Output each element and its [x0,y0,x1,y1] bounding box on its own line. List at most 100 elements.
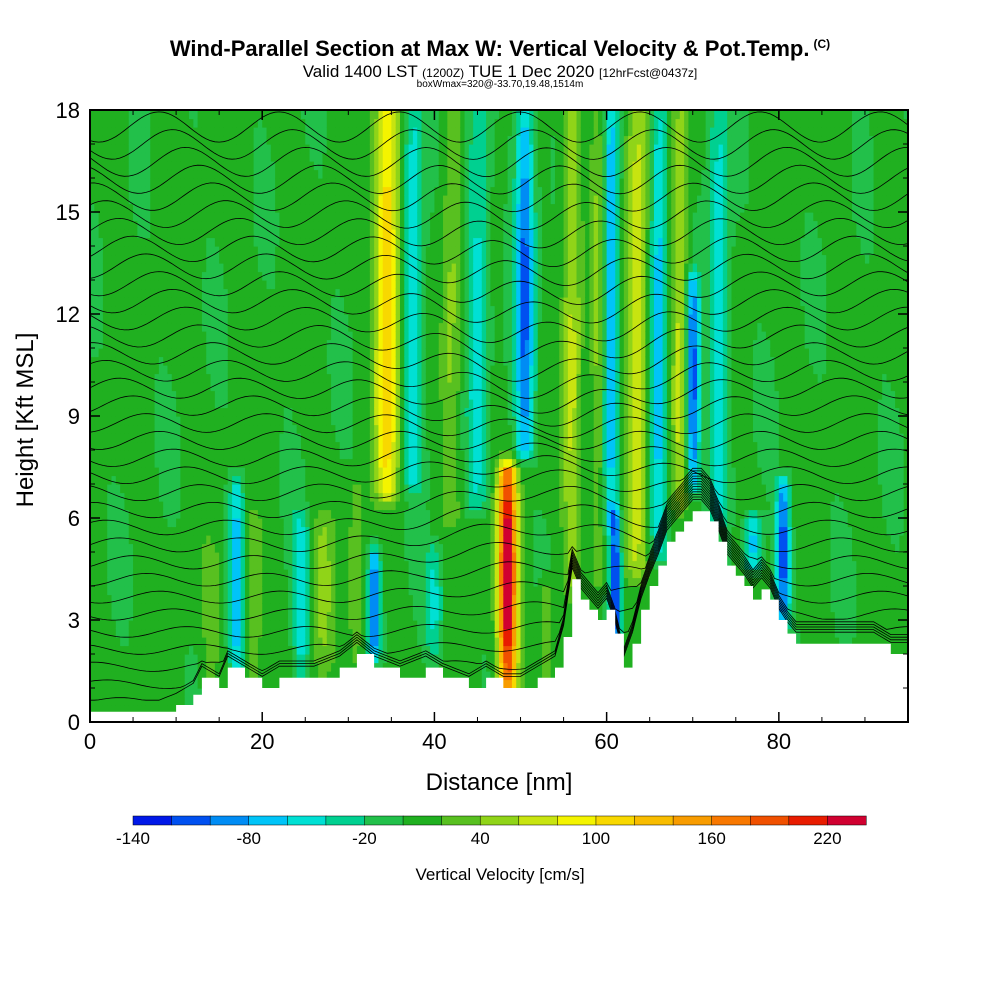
velocity-cell [313,552,319,562]
velocity-cell [184,127,190,137]
velocity-cell [382,662,388,672]
velocity-cell [352,603,358,613]
velocity-cell [141,603,147,613]
velocity-cell [309,526,315,536]
velocity-cell [313,365,319,375]
velocity-cell [223,526,229,536]
velocity-cell [163,186,169,196]
velocity-cell [331,586,336,596]
velocity-cell [90,314,95,324]
velocity-cell [288,169,293,179]
velocity-cell [240,263,246,273]
velocity-cell [171,297,177,307]
velocity-cell [369,305,375,315]
velocity-cell [154,263,160,273]
velocity-cell [257,212,263,222]
velocity-cell [163,543,169,553]
velocity-cell [275,577,281,587]
velocity-cell [210,237,216,247]
velocity-cell [288,195,293,205]
velocity-cell [223,169,229,179]
velocity-cell [141,526,147,536]
velocity-cell [163,628,169,638]
velocity-cell [90,671,95,681]
velocity-cell [210,628,216,638]
velocity-cell [163,373,169,383]
velocity-cell [163,322,169,332]
velocity-cell [150,433,156,443]
velocity-cell [361,186,367,196]
velocity-cell [266,382,272,392]
velocity-cell [137,433,143,443]
velocity-cell [107,339,113,349]
velocity-cell [158,654,164,664]
velocity-cell [356,161,362,171]
velocity-cell [365,339,371,349]
velocity-cell [171,407,177,417]
velocity-cell [124,424,130,434]
velocity-cell [365,288,371,298]
velocity-cell [214,297,220,307]
velocity-cell [102,118,108,128]
velocity-cell [309,662,315,672]
velocity-cell [348,390,354,400]
velocity-cell [214,135,220,145]
velocity-cell [288,118,293,128]
velocity-cell [374,620,380,630]
velocity-cell [167,467,173,477]
velocity-cell [133,705,138,715]
velocity-cell [102,135,108,145]
velocity-cell [374,475,380,485]
velocity-cell [158,611,164,621]
velocity-cell [305,450,311,460]
velocity-cell [232,314,237,324]
velocity-cell [266,237,272,247]
velocity-cell [133,552,138,562]
velocity-cell [279,552,285,562]
velocity-cell [335,654,341,664]
velocity-cell [283,407,289,417]
velocity-cell [378,484,384,494]
velocity-cell [244,161,250,171]
velocity-cell [197,450,203,460]
velocity-cell [141,356,147,366]
velocity-cell [300,169,306,179]
velocity-cell [210,399,216,409]
velocity-cell [98,696,104,706]
velocity-cell [102,390,108,400]
velocity-cell [322,424,328,434]
velocity-cell [189,356,194,366]
velocity-cell [210,110,216,120]
velocity-cell [352,492,358,502]
velocity-cell [124,628,130,638]
velocity-cell [378,144,384,154]
velocity-cell [145,161,151,171]
velocity-cell [133,390,138,400]
velocity-cell [240,356,246,366]
velocity-cell [128,178,134,188]
velocity-cell [210,169,216,179]
velocity-cell [335,135,341,145]
velocity-cell [137,314,143,324]
velocity-cell [102,407,108,417]
velocity-cell [257,203,263,213]
velocity-cell [210,348,216,358]
velocity-cell [214,424,220,434]
velocity-cell [120,348,126,358]
velocity-cell [352,662,358,672]
velocity-cell [150,467,156,477]
velocity-cell [124,603,130,613]
velocity-cell [348,178,354,188]
velocity-cell [180,509,186,519]
velocity-cell [102,195,108,205]
velocity-cell [102,322,108,332]
velocity-cell [339,586,345,596]
velocity-cell [335,586,341,596]
velocity-cell [158,696,164,706]
velocity-cell [124,535,130,545]
velocity-cell [296,620,302,630]
velocity-cell [214,348,220,358]
velocity-cell [227,314,233,324]
velocity-cell [326,416,332,426]
velocity-cell [137,178,143,188]
